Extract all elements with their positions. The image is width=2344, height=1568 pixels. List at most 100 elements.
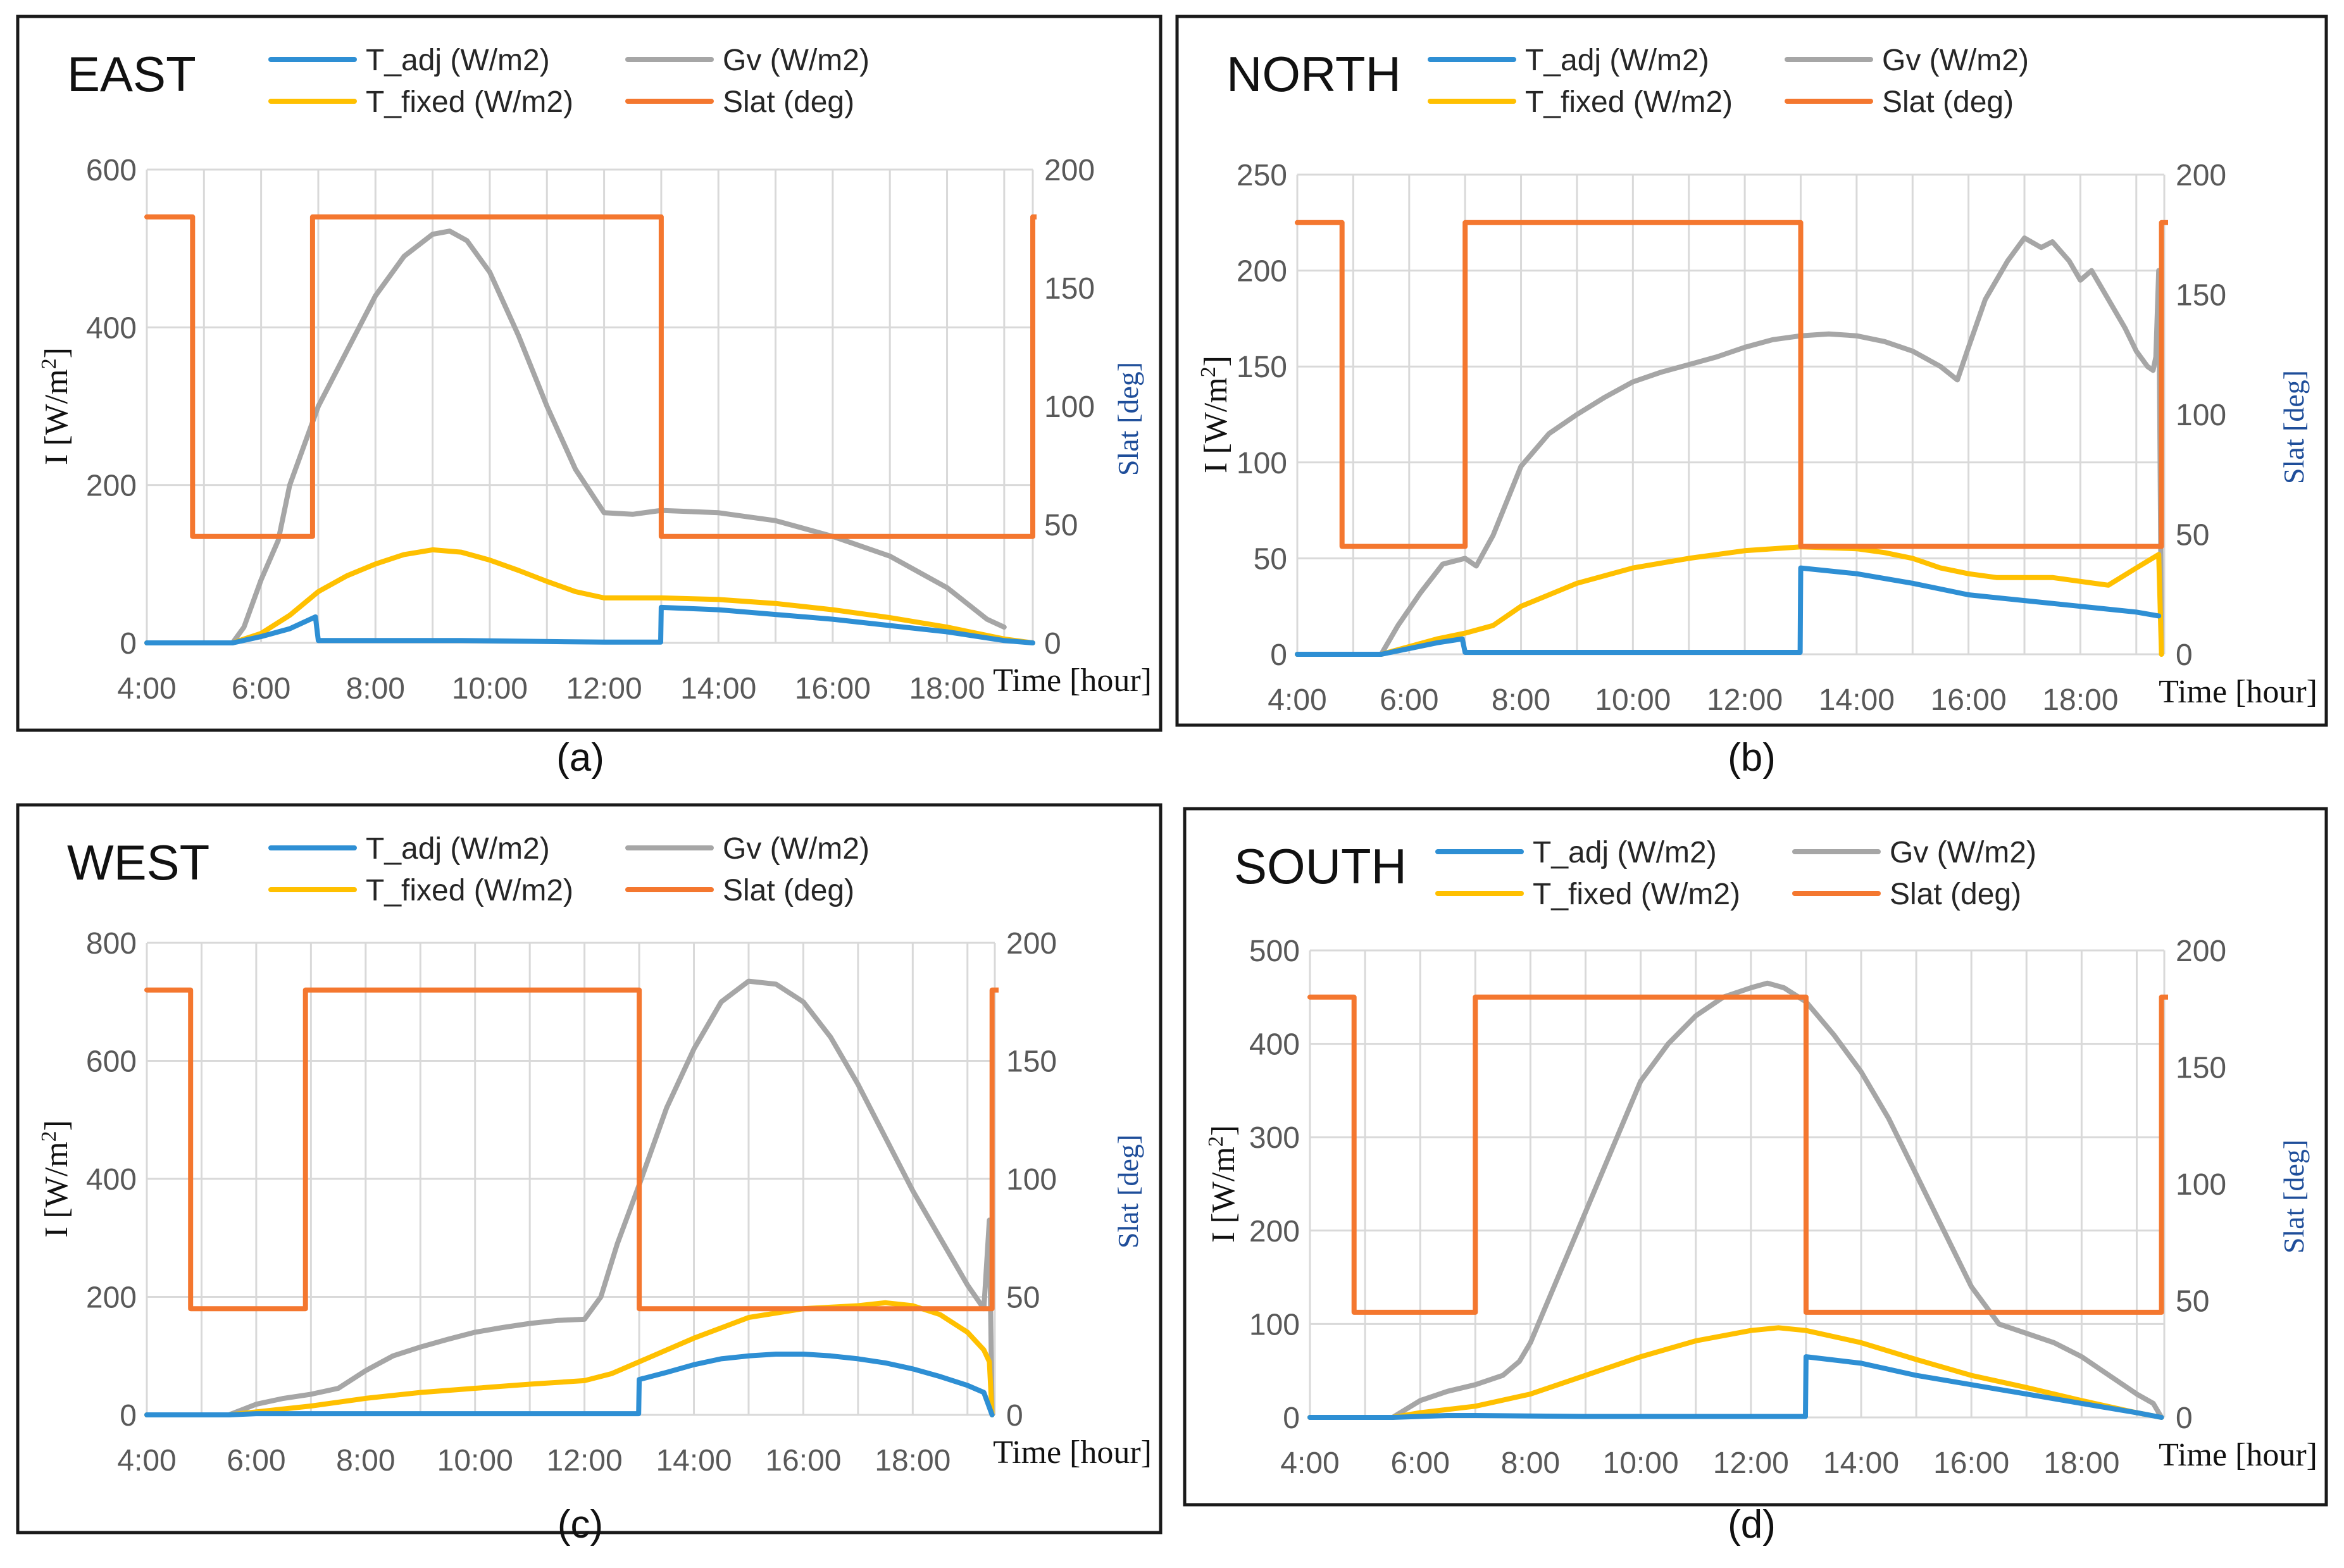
x-tick-label: 10:00 <box>437 1444 513 1478</box>
panel-caption: (d) <box>1728 1503 1776 1546</box>
y-tick-label: 150 <box>1237 351 1287 384</box>
y2-tick-label: 50 <box>2176 1285 2209 1319</box>
legend-item-t-fixed: T_fixed (W/m2) <box>1428 85 1733 119</box>
y2-tick-label: 50 <box>1044 509 1078 542</box>
series-line-t-adj <box>144 1352 995 1417</box>
y-axis-title-text: I [W/m <box>39 369 75 465</box>
x-tick-label: 8:00 <box>1501 1447 1560 1480</box>
y-tick-label: 400 <box>1249 1028 1300 1062</box>
y2-tick-label: 100 <box>2176 399 2226 432</box>
y2-tick-label: 200 <box>1044 154 1095 187</box>
y-tick-label: 0 <box>1270 638 1287 672</box>
y-axis-title-superscript: 2 <box>1197 366 1220 377</box>
x-tick-label: 16:00 <box>765 1444 841 1478</box>
y-axis-title-text: I [W/m <box>1206 1147 1242 1243</box>
series-line-t-fixed <box>144 1300 995 1417</box>
x-tick-label: 8:00 <box>346 672 405 706</box>
legend-label: T_fixed (W/m2) <box>366 85 573 119</box>
series-line-slat <box>1307 994 2168 1315</box>
y-tick-label: 800 <box>86 927 137 961</box>
legend-label: T_fixed (W/m2) <box>1533 878 1740 911</box>
y-tick-label: 300 <box>1249 1121 1300 1155</box>
legend-label: Slat (deg) <box>1882 85 2014 119</box>
y-axis-title-text: I [W/m <box>1198 377 1234 473</box>
legend-item-t-fixed: T_fixed (W/m2) <box>1435 878 1740 911</box>
panel-title: SOUTH <box>1234 838 1407 894</box>
x-tick-label: 16:00 <box>795 672 871 706</box>
panel-caption: (b) <box>1728 736 1776 780</box>
panel-frame <box>1175 15 2328 727</box>
y2-tick-label: 100 <box>2176 1168 2226 1202</box>
x-tick-label: 18:00 <box>909 672 985 706</box>
y-axis-title: I [W/m2] <box>1197 356 1234 473</box>
legend-item-gv: Gv (W/m2) <box>1792 836 2036 869</box>
legend-label: Slat (deg) <box>723 85 854 119</box>
series-line-t-adj <box>1307 1354 2164 1420</box>
x-tick-label: 18:00 <box>2042 683 2118 717</box>
x-tick-label: 14:00 <box>656 1444 732 1478</box>
series-group <box>1295 220 2168 657</box>
panel-title: EAST <box>67 46 196 102</box>
series-group <box>1307 980 2168 1420</box>
x-axis-title: Time [hour] <box>993 663 1152 699</box>
legend-item-t-adj: T_adj (W/m2) <box>1428 44 1709 77</box>
panel-north: 0 50 100 150 200 250 0 50 100 150 200 4:00 6:00 8:00 1… <box>1175 15 2328 780</box>
y2-tick-label: 150 <box>1006 1045 1057 1079</box>
panel-caption: (c) <box>558 1503 603 1546</box>
series-line-gv <box>144 978 995 1417</box>
y2-tick-label: 150 <box>2176 279 2226 313</box>
series-line-slat <box>144 987 999 1312</box>
legend-item-t-adj: T_adj (W/m2) <box>1435 836 1717 869</box>
series-line-slat <box>144 214 1037 539</box>
y-tick-label: 50 <box>1254 542 1287 576</box>
x-tick-label: 12:00 <box>1707 683 1783 717</box>
y-axis-title-superscript: 2 <box>37 1131 61 1142</box>
panel-east: 0 200 400 600 0 50 100 150 200 4:00 6:00 8:00 10:00 1… <box>16 15 1163 780</box>
y2-tick-label: 50 <box>1006 1281 1040 1315</box>
y2-axis-title: Slat [deg] <box>1112 1135 1144 1248</box>
y-tick-label: 0 <box>120 627 137 661</box>
y-tick-label: 100 <box>1237 447 1287 480</box>
legend-item-slat: Slat (deg) <box>1792 878 2021 911</box>
legend-item-gv: Gv (W/m2) <box>625 44 870 77</box>
x-tick-label: 16:00 <box>1933 1447 2009 1480</box>
series-group <box>144 214 1037 645</box>
y-tick-label: 200 <box>1249 1215 1300 1248</box>
y-tick-label: 0 <box>120 1399 137 1433</box>
legend-item-gv: Gv (W/m2) <box>625 832 870 866</box>
y-tick-label: 500 <box>1249 935 1300 968</box>
x-tick-label: 16:00 <box>1931 683 2007 717</box>
x-tick-label: 4:00 <box>117 672 176 706</box>
y2-tick-label: 100 <box>1006 1163 1057 1197</box>
y-tick-label: 600 <box>86 154 137 187</box>
x-axis-title: Time [hour] <box>2159 674 2317 710</box>
x-tick-label: 18:00 <box>2043 1447 2119 1480</box>
panel-title: NORTH <box>1226 46 1401 102</box>
legend-label: Gv (W/m2) <box>1890 836 2036 869</box>
legend-label: T_fixed (W/m2) <box>1525 85 1733 119</box>
legend-label: T_adj (W/m2) <box>1525 44 1709 77</box>
x-axis-title: Time [hour] <box>2159 1437 2317 1473</box>
legend-item-t-adj: T_adj (W/m2) <box>268 832 550 866</box>
y2-tick-label: 150 <box>1044 272 1095 306</box>
y2-tick-label: 200 <box>2176 935 2226 968</box>
y-axis-title: I [W/m2] <box>37 1120 75 1238</box>
y2-tick-label: 150 <box>2176 1052 2226 1085</box>
x-tick-label: 8:00 <box>336 1444 395 1478</box>
y-tick-label: 200 <box>86 1281 137 1315</box>
legend-label: Gv (W/m2) <box>723 44 870 77</box>
series-line-t-adj <box>144 604 1035 645</box>
series-line-gv <box>144 228 1007 645</box>
x-tick-label: 12:00 <box>566 672 642 706</box>
x-tick-label: 4:00 <box>1280 1447 1339 1480</box>
x-tick-label: 4:00 <box>1268 683 1326 717</box>
panel-south: 0 100 200 300 400 500 0 50 100 150 200 4:00 6:00 8:00… <box>1183 807 2328 1546</box>
legend-item-t-adj: T_adj (W/m2) <box>268 44 550 77</box>
x-tick-label: 4:00 <box>117 1444 176 1478</box>
y2-tick-label: 50 <box>2176 519 2209 552</box>
y-tick-label: 400 <box>86 311 137 345</box>
y-axis-title-superscript: 2 <box>37 358 61 369</box>
y2-tick-label: 0 <box>2176 1402 2193 1435</box>
y-tick-label: 200 <box>1237 255 1287 289</box>
